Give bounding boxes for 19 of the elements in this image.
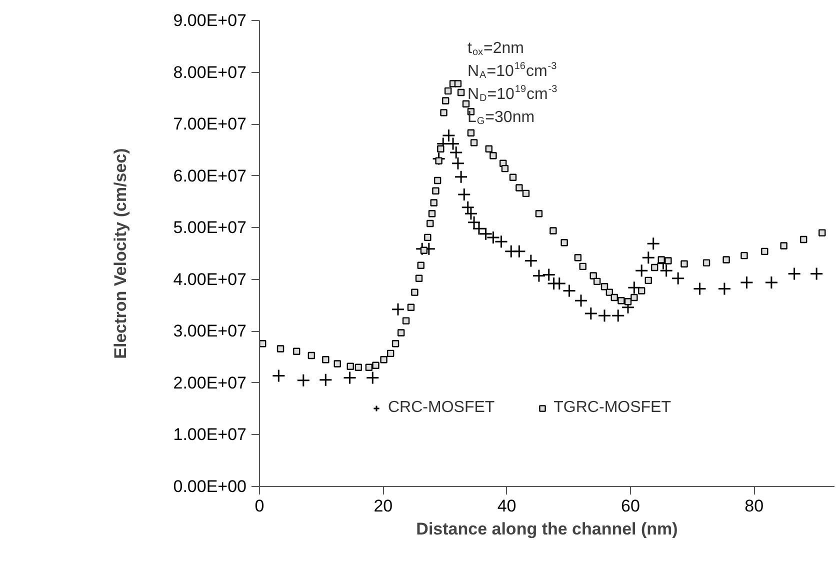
y-tick-label: 5.00E+07 (173, 218, 247, 238)
y-tick-label: 2.00E+07 (173, 373, 247, 392)
y-tick-label: 7.00E+07 (173, 114, 247, 134)
x-tick-label: 0 (254, 496, 264, 516)
legend-label: CRC-MOSFET (388, 399, 495, 417)
x-tick-label: 80 (744, 496, 764, 516)
x-tick-label: 60 (621, 496, 640, 516)
y-tick-label: 1.00E+07 (173, 425, 247, 444)
x-axis-title: Distance along the channel (nm) (416, 520, 678, 538)
y-tick-label: 0.00E+00 (173, 477, 247, 496)
y-tick-label: 9.00E+07 (173, 11, 247, 30)
y-tick-label: 3.00E+07 (173, 322, 247, 341)
x-tick-label: 20 (374, 496, 393, 516)
x-tick-label: 40 (497, 496, 516, 516)
y-tick-label: 4.00E+07 (173, 270, 247, 289)
y-axis-title: Electron Velocity (cm/sec) (111, 148, 130, 359)
y-tick-label: 8.00E+07 (173, 62, 247, 82)
legend-label: TGRC-MOSFET (554, 399, 671, 417)
y-tick-label: 6.00E+07 (173, 166, 247, 186)
